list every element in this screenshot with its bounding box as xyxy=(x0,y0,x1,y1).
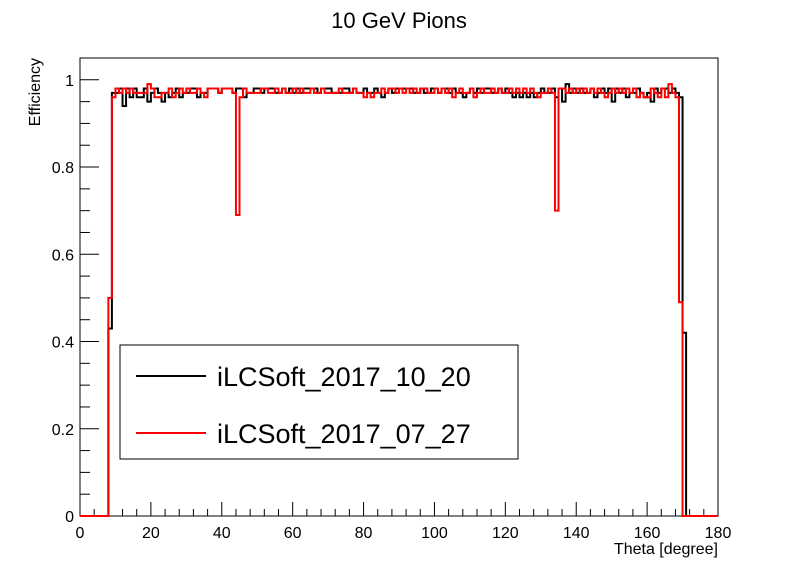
y-tick-label: 0 xyxy=(65,509,74,526)
x-tick-label: 20 xyxy=(142,525,160,542)
y-axis: 0 0.2 0.4 0.6 0.8 1 xyxy=(52,73,99,526)
y-axis-title: Efficiency xyxy=(27,58,44,126)
legend-label-series-2: iLCSoft_2017_07_27 xyxy=(217,419,471,449)
x-tick-label: 80 xyxy=(355,525,373,542)
x-tick-label: 120 xyxy=(492,525,519,542)
x-tick-label: 160 xyxy=(634,525,661,542)
y-tick-label: 0.8 xyxy=(52,160,74,177)
legend-box xyxy=(119,344,519,460)
series-line-2 xyxy=(80,83,718,517)
plot-frame xyxy=(79,57,719,517)
x-axis-title: Theta [degree] xyxy=(614,541,718,558)
y-tick-label: 0.2 xyxy=(52,422,74,439)
x-tick-label: 40 xyxy=(213,525,231,542)
x-axis: 0 20 40 60 80 100 120 140 160 180 xyxy=(76,502,732,542)
y-tick-label: 1 xyxy=(65,73,74,90)
series-layer xyxy=(80,83,718,517)
x-tick-label: 60 xyxy=(284,525,302,542)
x-tick-label: 180 xyxy=(705,525,732,542)
x-tick-label: 140 xyxy=(563,525,590,542)
legend: iLCSoft_2017_10_20 iLCSoft_2017_07_27 xyxy=(119,344,519,460)
y-tick-label: 0.6 xyxy=(52,247,74,264)
chart-title: 10 GeV Pions xyxy=(331,8,467,33)
x-tick-label: 0 xyxy=(76,525,85,542)
x-tick-label: 100 xyxy=(421,525,448,542)
y-tick-label: 0.4 xyxy=(52,335,74,352)
legend-label-series-1: iLCSoft_2017_10_20 xyxy=(217,362,471,392)
